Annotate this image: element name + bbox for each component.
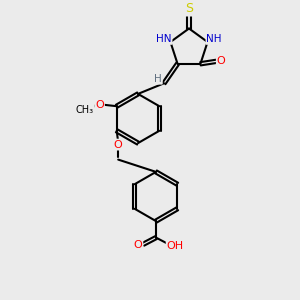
Text: O: O xyxy=(134,240,142,250)
Text: CH₃: CH₃ xyxy=(76,105,94,115)
Text: H: H xyxy=(154,74,162,84)
Text: OH: OH xyxy=(167,241,184,251)
Text: HN: HN xyxy=(156,34,172,44)
Text: NH: NH xyxy=(206,34,222,44)
Text: O: O xyxy=(95,100,104,110)
Text: O: O xyxy=(113,140,122,150)
Text: O: O xyxy=(217,56,226,66)
Text: S: S xyxy=(185,2,193,16)
